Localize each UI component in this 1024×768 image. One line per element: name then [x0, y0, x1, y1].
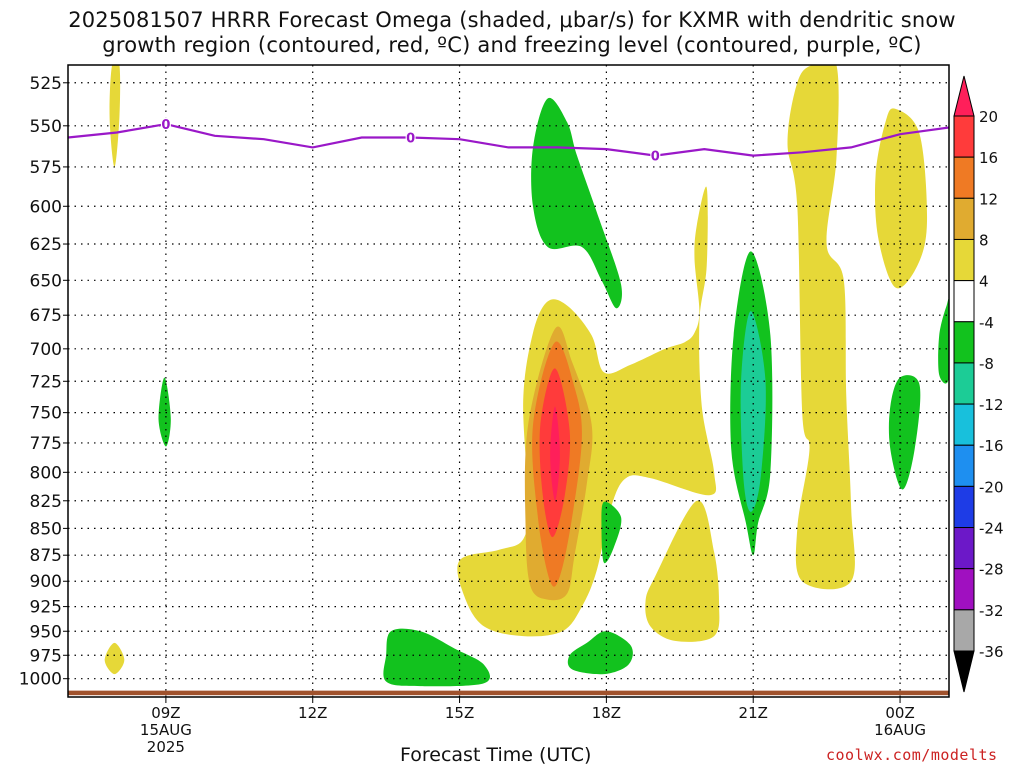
- ytick-label-875: 875: [30, 546, 62, 566]
- omega-region-2: [104, 642, 125, 675]
- colorbar-box-3: [953, 238, 975, 282]
- ytick-label-750: 750: [30, 404, 62, 424]
- ytick-label-850: 850: [30, 519, 62, 539]
- ytick-label-650: 650: [30, 271, 62, 291]
- colorbar-box-1: [953, 156, 975, 199]
- xtick-label-18-0: 18Z: [592, 704, 621, 722]
- freezing-level-label-0: 0: [161, 118, 170, 133]
- ytick-label-625: 625: [30, 235, 62, 255]
- colorbar-top-triangle: [953, 75, 975, 117]
- colorbar-box-12: [953, 609, 975, 652]
- chart-title-line2: growth region (contoured, red, ºC) and f…: [102, 33, 922, 57]
- omega-region-9: [531, 97, 622, 309]
- colorbar-box-8: [953, 444, 975, 487]
- omega-region-15: [787, 65, 855, 590]
- colorbar-box-10: [953, 527, 975, 570]
- omega-region-3: [383, 628, 490, 687]
- ytick-label-800: 800: [30, 463, 62, 483]
- colorbar-label-13: -36: [979, 643, 1004, 661]
- colorbar-label-11: -28: [979, 561, 1004, 579]
- ytick-label-675: 675: [30, 306, 62, 326]
- xtick-label-9-2: 2025: [147, 738, 185, 756]
- freezing-level-line: [68, 122, 949, 157]
- ytick-label-725: 725: [30, 372, 62, 392]
- colorbar-box-9: [953, 485, 975, 529]
- colorbar-label-10: -24: [979, 520, 1004, 538]
- ytick-label-825: 825: [30, 492, 62, 512]
- xtick-label-21-0: 21Z: [739, 704, 768, 722]
- freezing-label-bg-2: [650, 148, 661, 162]
- colorbar-label-0: 20: [979, 108, 998, 126]
- chart-title-line1: 2025081507 HRRR Forecast Omega (shaded, …: [68, 8, 956, 32]
- xtick-label-24-1: 16AUG: [874, 721, 926, 739]
- omega-region-1: [158, 377, 171, 447]
- site-credit: coolwx.com/modelts: [826, 746, 998, 764]
- colorbar-box-6: [953, 362, 975, 405]
- omega-region-0: [109, 65, 121, 167]
- colorbar-label-5: -4: [979, 314, 994, 332]
- colorbar-box-0: [953, 115, 975, 158]
- ytick-label-600: 600: [30, 197, 62, 217]
- omega-region-18: [938, 299, 949, 384]
- freezing-level-label-2: 0: [651, 150, 660, 165]
- freezing-level-label-1: 0: [406, 132, 415, 147]
- xtick-label-9-0: 09Z: [151, 704, 180, 722]
- colorbar-bottom-triangle: [953, 650, 975, 693]
- colorbar-label-3: 8: [979, 231, 989, 249]
- omega-region-10: [601, 501, 622, 564]
- x-axis-label: Forecast Time (UTC): [400, 744, 592, 766]
- xtick-label-12-0: 12Z: [298, 704, 327, 722]
- ytick-label-525: 525: [30, 74, 62, 94]
- ytick-label-950: 950: [30, 622, 62, 642]
- ytick-label-925: 925: [30, 598, 62, 618]
- colorbar-box-11: [953, 568, 975, 611]
- colorbar-label-4: 4: [979, 273, 989, 291]
- colorbar-label-1: 16: [979, 149, 998, 167]
- omega-region-8: [550, 406, 560, 501]
- surface-band: [68, 690, 949, 696]
- xtick-label-24-0: 00Z: [885, 704, 914, 722]
- colorbar-box-4: [953, 280, 975, 323]
- ytick-label-700: 700: [30, 340, 62, 360]
- freezing-label-bg-1: [405, 130, 416, 144]
- xtick-label-9-1: 15AUG: [140, 721, 192, 739]
- colorbar-label-8: -16: [979, 437, 1004, 455]
- ytick-label-975: 975: [30, 646, 62, 666]
- ytick-label-550: 550: [30, 117, 62, 137]
- ytick-label-575: 575: [30, 158, 62, 178]
- omega-region-17: [888, 375, 921, 490]
- freezing-label-bg-0: [160, 117, 171, 131]
- omega-region-16: [874, 108, 928, 289]
- ytick-label-775: 775: [30, 434, 62, 454]
- colorbar-label-6: -8: [979, 355, 994, 373]
- colorbar-box-5: [953, 321, 975, 364]
- ytick-label-1000: 1000: [19, 670, 62, 690]
- colorbar-label-2: 12: [979, 190, 998, 208]
- omega-region-11: [567, 631, 633, 675]
- xtick-label-15-0: 15Z: [445, 704, 474, 722]
- omega-region-14: [740, 311, 766, 512]
- colorbar-label-7: -12: [979, 396, 1004, 414]
- colorbar-label-9: -20: [979, 478, 1004, 496]
- omega-region-12: [645, 500, 720, 642]
- ytick-label-900: 900: [30, 572, 62, 592]
- colorbar-label-12: -32: [979, 602, 1004, 620]
- colorbar-box-2: [953, 197, 975, 240]
- colorbar-box-7: [953, 403, 975, 446]
